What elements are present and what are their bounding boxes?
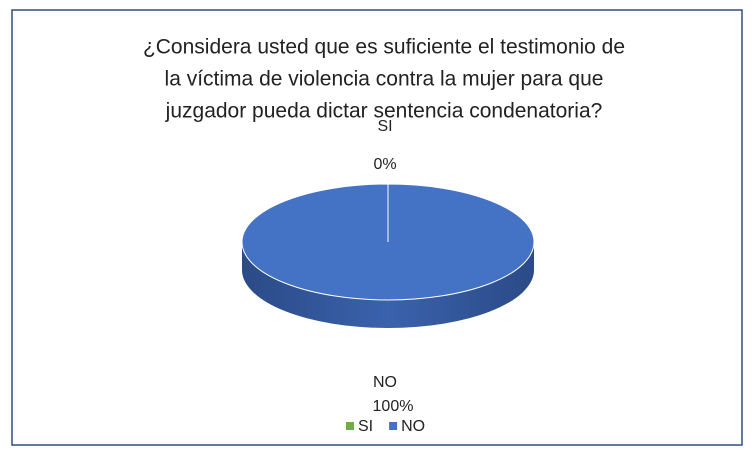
legend-swatch <box>346 422 354 430</box>
data-label-name: NO <box>373 374 397 391</box>
chart-title: la víctima de violencia contra la mujer … <box>165 68 604 91</box>
chart-title: juzgador pueda dictar sentencia condenat… <box>165 100 603 123</box>
legend-label: SI <box>358 418 373 435</box>
pie-side <box>242 242 534 328</box>
pie-slice <box>241 183 535 301</box>
data-label-name: SI <box>377 118 392 135</box>
legend-swatch <box>389 422 398 430</box>
data-label-value: 0% <box>373 156 396 173</box>
legend-label: NO <box>401 418 425 435</box>
data-label-value: 100% <box>373 398 414 415</box>
chart-title: ¿Considera usted que es suficiente el te… <box>143 36 625 59</box>
